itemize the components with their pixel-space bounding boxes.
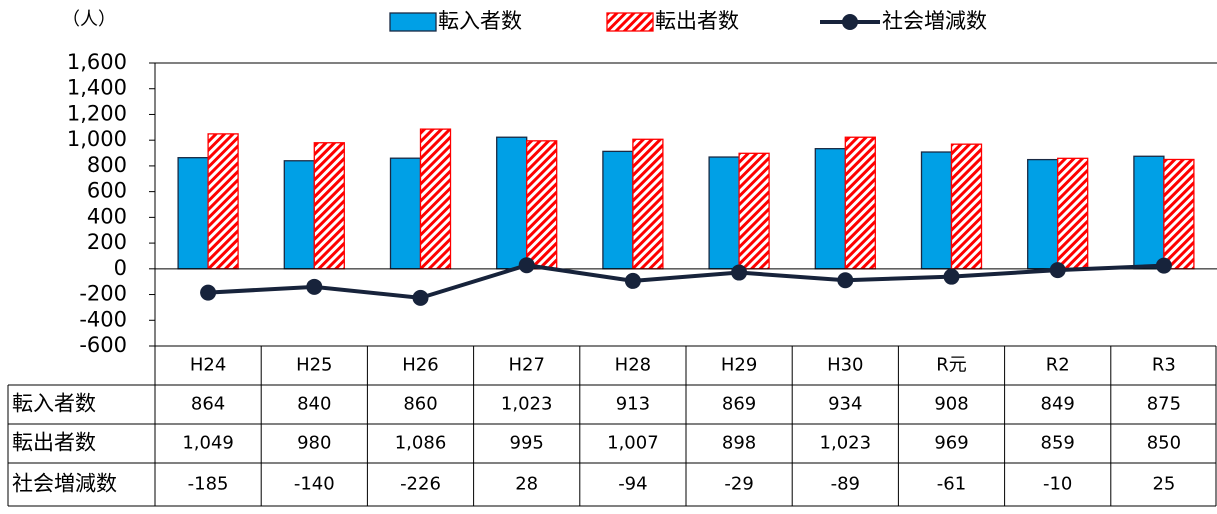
table-cell: 1,049 [182, 433, 234, 454]
y-axis-label: （人） [62, 9, 116, 30]
x-tick-label: R元 [936, 355, 967, 376]
x-tick-label: H28 [615, 355, 651, 376]
table-cell: 840 [297, 394, 331, 415]
table-cell: 850 [1147, 433, 1181, 454]
table-cell: 908 [934, 394, 968, 415]
table-cell: -10 [1043, 474, 1072, 495]
bar [920, 151, 953, 270]
bar [177, 157, 209, 270]
table-cell: -89 [831, 474, 860, 495]
table-cell: 1,086 [395, 433, 447, 454]
bar [419, 128, 452, 270]
table-cell: -185 [188, 474, 229, 495]
table-cell: 913 [616, 394, 650, 415]
bar [389, 157, 422, 270]
y-tick-label: 1,600 [67, 50, 127, 74]
line-marker [200, 284, 217, 301]
y-tick-label: -400 [79, 307, 127, 331]
bar [313, 142, 345, 270]
table-cell: -29 [724, 474, 753, 495]
bar [738, 152, 770, 270]
y-tick-label: 0 [114, 256, 127, 280]
table-cell: 849 [1041, 394, 1075, 415]
y-tick-label: 1,200 [67, 101, 127, 125]
x-tick-label: H27 [508, 355, 544, 376]
table-cell: 864 [191, 394, 225, 415]
line-marker [412, 289, 429, 306]
bar [950, 143, 983, 270]
legend-swatch [389, 12, 437, 32]
bar [844, 136, 876, 270]
table-cell: 934 [828, 394, 862, 415]
legend-label: 転出者数 [655, 9, 739, 33]
line-marker [518, 257, 535, 274]
y-tick-label: -600 [79, 333, 127, 357]
legend-label: 社会増減数 [882, 9, 987, 33]
line-marker [1155, 257, 1172, 274]
line-marker [1049, 262, 1066, 279]
bar [632, 138, 664, 270]
bar [207, 133, 239, 270]
x-tick-label: R2 [1046, 355, 1070, 376]
table-cell: 1,023 [501, 394, 553, 415]
legend-label: 転入者数 [438, 9, 522, 33]
bar [283, 160, 315, 270]
bar [1057, 157, 1089, 270]
x-tick-label: H29 [721, 355, 757, 376]
table-row-header: 転入者数 [12, 392, 96, 416]
table-cell: -226 [400, 474, 441, 495]
line-marker [731, 264, 748, 281]
bar [526, 140, 558, 270]
table-cell: 869 [722, 394, 756, 415]
table-cell: -61 [937, 474, 966, 495]
table-cell: -94 [618, 474, 647, 495]
table-cell: 980 [297, 433, 331, 454]
table-cell: 969 [934, 433, 968, 454]
line-marker [624, 272, 641, 289]
y-tick-label: 200 [87, 230, 127, 254]
bar [814, 148, 846, 270]
y-tick-label: -200 [79, 282, 127, 306]
bar [1027, 158, 1059, 270]
y-tick-label: 800 [87, 153, 127, 177]
bar [496, 136, 528, 270]
line-marker [306, 278, 323, 295]
table-cell: 995 [510, 433, 544, 454]
x-tick-label: H24 [190, 355, 226, 376]
table-cell: -140 [294, 474, 335, 495]
legend-swatch [606, 12, 654, 32]
table-cell: 28 [515, 474, 538, 495]
legend-marker [842, 14, 858, 30]
table-cell: 1,007 [607, 433, 659, 454]
y-tick-label: 400 [87, 204, 127, 228]
line-marker [837, 272, 854, 289]
line-marker [943, 268, 960, 285]
bar [602, 150, 634, 270]
x-tick-label: H30 [827, 355, 863, 376]
table-cell: 25 [1152, 474, 1175, 495]
table-cell: 1,023 [820, 433, 872, 454]
bar [1163, 158, 1195, 270]
line [207, 263, 1164, 300]
x-tick-label: H26 [402, 355, 438, 376]
x-tick-label: H25 [296, 355, 332, 376]
table-cell: 875 [1147, 394, 1181, 415]
bar [1133, 155, 1165, 270]
table-cell: 859 [1041, 433, 1075, 454]
bar [708, 156, 740, 270]
y-tick-label: 1,400 [67, 76, 127, 100]
table-cell: 860 [403, 394, 437, 415]
table-row-header: 転出者数 [12, 431, 96, 455]
y-tick-label: 1,000 [67, 127, 127, 151]
y-tick-label: 600 [87, 179, 127, 203]
x-tick-label: R3 [1152, 355, 1176, 376]
table-row-header: 社会増減数 [12, 472, 117, 496]
table-cell: 898 [722, 433, 756, 454]
